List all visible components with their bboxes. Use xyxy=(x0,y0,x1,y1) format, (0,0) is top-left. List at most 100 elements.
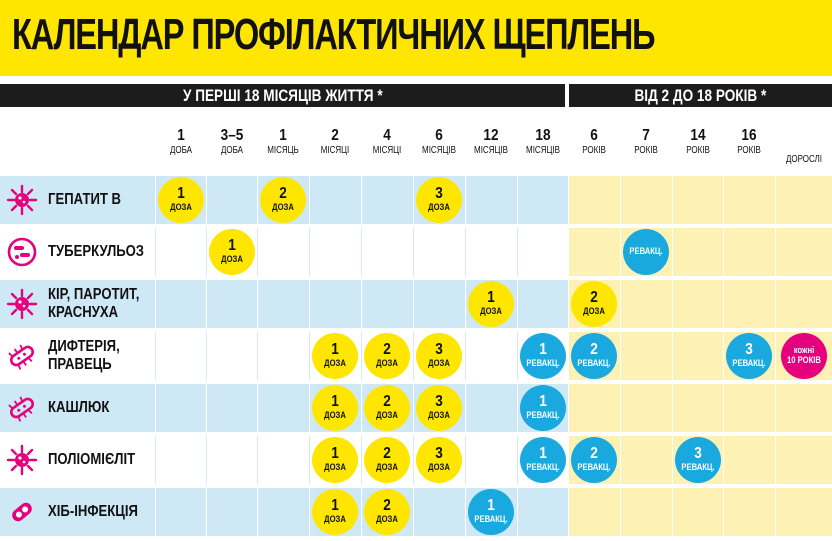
cell-divider xyxy=(309,384,310,432)
cell-divider xyxy=(517,332,518,380)
cell-divider xyxy=(155,436,156,484)
row-background xyxy=(568,228,832,276)
cell-divider xyxy=(620,332,621,380)
column-number: 12 xyxy=(483,127,499,144)
dose-label: доза xyxy=(376,514,398,524)
row-label: ХІБ-ІНФЕКЦІЯ xyxy=(0,488,155,536)
dose-marker: 1 доза xyxy=(312,333,358,379)
cell-divider xyxy=(257,280,258,328)
cell-divider xyxy=(517,488,518,536)
dose-number: 2 xyxy=(383,445,391,462)
dose-number: 2 xyxy=(383,393,391,410)
dose-number: 1 xyxy=(331,341,339,358)
cell-divider xyxy=(517,436,518,484)
dose-marker: 1 доза xyxy=(312,437,358,483)
cell-divider xyxy=(723,488,724,536)
dose-number: 1 xyxy=(227,237,236,254)
dose-marker: 3 доза xyxy=(416,333,462,379)
dose-marker: 1 ревакц. xyxy=(519,437,566,483)
column-unit: доба xyxy=(169,145,192,156)
column-number: 1 xyxy=(176,127,185,144)
dose-label: доза xyxy=(428,202,450,212)
column-number xyxy=(781,136,825,154)
cell-divider xyxy=(568,228,569,276)
column-unit: місяць xyxy=(267,145,299,156)
dose-number: 1 xyxy=(176,185,185,202)
dose-label: ревакц. xyxy=(577,358,611,368)
dose-marker: 3 доза xyxy=(416,177,462,223)
cell-divider xyxy=(206,280,207,328)
section-first-18-months: У ПЕРШІ 18 МІСЯЦІВ ЖИТТЯ * xyxy=(0,84,565,107)
dose-number: 1 xyxy=(487,289,495,306)
cell-divider xyxy=(723,384,724,432)
dose-label: доза xyxy=(428,410,450,420)
cell-divider xyxy=(620,436,621,484)
cell-divider xyxy=(257,176,258,224)
row-label: ГЕПАТИТ В xyxy=(0,176,155,224)
cell-divider xyxy=(465,176,466,224)
cell-divider xyxy=(257,384,258,432)
dose-marker: 1 доза xyxy=(312,489,358,535)
dose-marker: 3 ревакц. xyxy=(726,333,772,379)
cell-divider xyxy=(672,436,673,484)
column-number: 4 xyxy=(383,127,391,144)
dose-number: 3 xyxy=(693,445,702,462)
dose-number: 1 xyxy=(331,393,339,410)
cell-divider xyxy=(413,228,414,276)
dose-label: доза xyxy=(220,254,243,264)
dose-number: 2 xyxy=(590,289,598,306)
dose-marker: 1 доза xyxy=(208,229,255,275)
dose-marker: кожні 10 років xyxy=(780,333,827,379)
disease-name: КІР, ПАРОТИТ, КРАСНУХА xyxy=(48,286,140,321)
dose-number: 3 xyxy=(435,341,443,358)
cell-divider xyxy=(465,228,466,276)
cell-divider xyxy=(723,332,724,380)
column-number: 18 xyxy=(534,127,551,144)
cell-divider xyxy=(206,332,207,380)
dose-label: доза xyxy=(428,358,450,368)
dose-number: 3 xyxy=(745,341,753,358)
dose-number: 2 xyxy=(279,185,287,202)
dose-marker: 2 доза xyxy=(364,437,410,483)
dose-number: 2 xyxy=(590,445,598,462)
column-header: дорослі xyxy=(778,136,830,166)
row-label: ПОЛІОМІЄЛІТ xyxy=(0,436,155,484)
cell-divider xyxy=(775,176,776,224)
dose-label: доза xyxy=(324,410,346,420)
cell-divider xyxy=(568,488,569,536)
cell-divider xyxy=(206,384,207,432)
cell-divider xyxy=(465,436,466,484)
cell-divider xyxy=(775,228,776,276)
cell-divider xyxy=(568,436,569,484)
cell-divider xyxy=(672,280,673,328)
column-unit: місяці xyxy=(320,145,350,156)
dose-number: 2 xyxy=(383,341,391,358)
cell-divider xyxy=(465,332,466,380)
dose-label: ревакц. xyxy=(525,462,560,472)
cell-divider xyxy=(672,488,673,536)
dose-label: ревакц. xyxy=(474,514,508,524)
cell-divider xyxy=(206,176,207,224)
dose-number: 1 xyxy=(538,393,547,410)
column-number: 1 xyxy=(279,127,287,144)
cell-divider xyxy=(309,436,310,484)
row-background xyxy=(0,384,568,432)
cell-divider xyxy=(775,332,776,380)
column-header: 18 місяців xyxy=(517,127,569,157)
dose-marker: 2 доза xyxy=(364,489,410,535)
dose-marker: 1 доза xyxy=(468,281,514,327)
cell-divider xyxy=(413,280,414,328)
dose-marker: 2 доза xyxy=(571,281,617,327)
cell-divider xyxy=(568,332,569,380)
cell-divider xyxy=(620,228,621,276)
column-header: 4 місяці xyxy=(361,127,413,157)
column-number: 16 xyxy=(741,127,757,144)
page-title: КАЛЕНДАР ПРОФІЛАКТИЧНИХ ЩЕПЛЕНЬ xyxy=(12,10,656,59)
cell-divider xyxy=(155,384,156,432)
dose-marker: 3 ревакц. xyxy=(674,437,721,483)
cell-divider xyxy=(206,488,207,536)
disease-name: КАШЛЮК xyxy=(48,399,110,416)
dose-label: доза xyxy=(324,462,346,472)
dose-number: 1 xyxy=(487,497,495,514)
